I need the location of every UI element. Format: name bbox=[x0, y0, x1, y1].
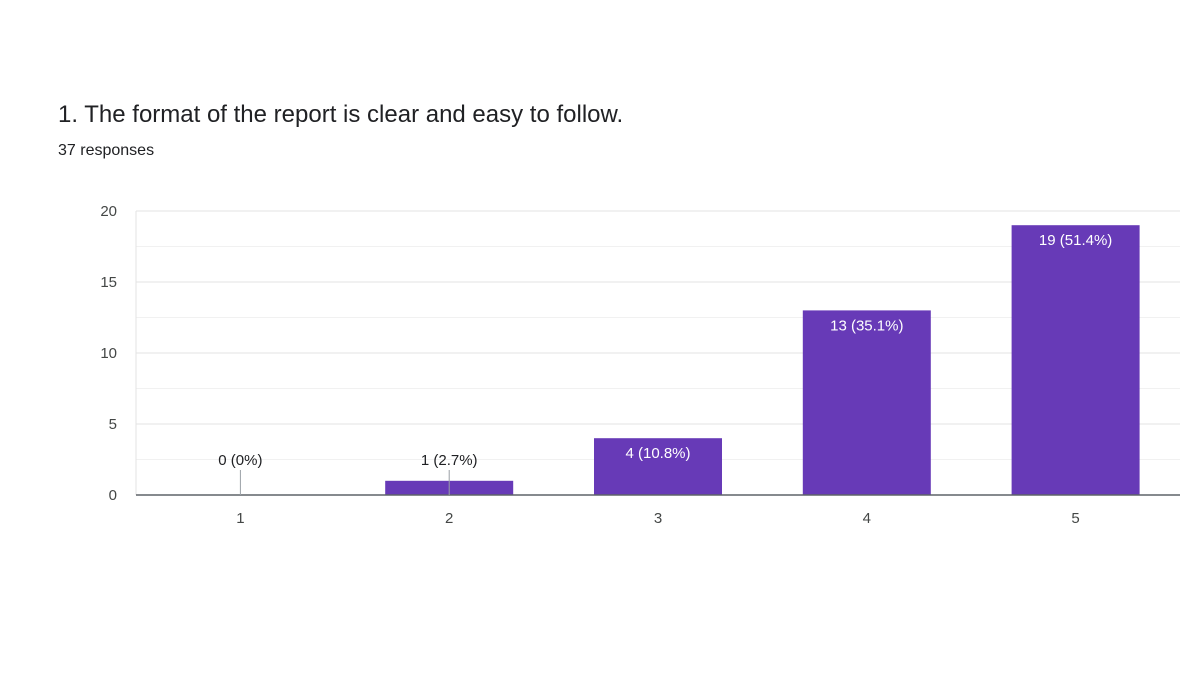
x-axis-ticks: 1 2 3 4 5 bbox=[236, 510, 1080, 527]
x-tick-label: 4 bbox=[863, 510, 871, 527]
x-tick-label: 1 bbox=[236, 510, 244, 527]
y-tick-label: 20 bbox=[100, 203, 117, 220]
y-tick-label: 10 bbox=[100, 345, 117, 362]
response-count: 37 responses bbox=[58, 142, 155, 159]
data-label: 1 (2.7%) bbox=[421, 452, 478, 469]
bar bbox=[594, 438, 722, 495]
y-axis-ticks: 0 5 10 15 20 bbox=[100, 203, 117, 504]
x-tick-label: 3 bbox=[654, 510, 662, 527]
question-title: 1. The format of the report is clear and… bbox=[58, 101, 624, 128]
x-tick-label: 2 bbox=[445, 510, 453, 527]
bar bbox=[802, 310, 931, 495]
data-labels: 0 (0%) 1 (2.7%) 4 (10.8%) 13 (35.1%) 19 (51.… bbox=[218, 232, 1112, 495]
bars bbox=[385, 225, 1140, 495]
data-label: 4 (10.8%) bbox=[625, 445, 690, 462]
bar bbox=[1011, 225, 1140, 495]
y-tick-label: 0 bbox=[109, 487, 117, 504]
data-label: 13 (35.1%) bbox=[830, 317, 903, 334]
data-label: 0 (0%) bbox=[218, 452, 262, 469]
data-label: 19 (51.4%) bbox=[1039, 232, 1112, 249]
y-tick-label: 15 bbox=[100, 274, 117, 291]
y-tick-label: 5 bbox=[109, 416, 117, 433]
x-tick-label: 5 bbox=[1071, 510, 1079, 527]
